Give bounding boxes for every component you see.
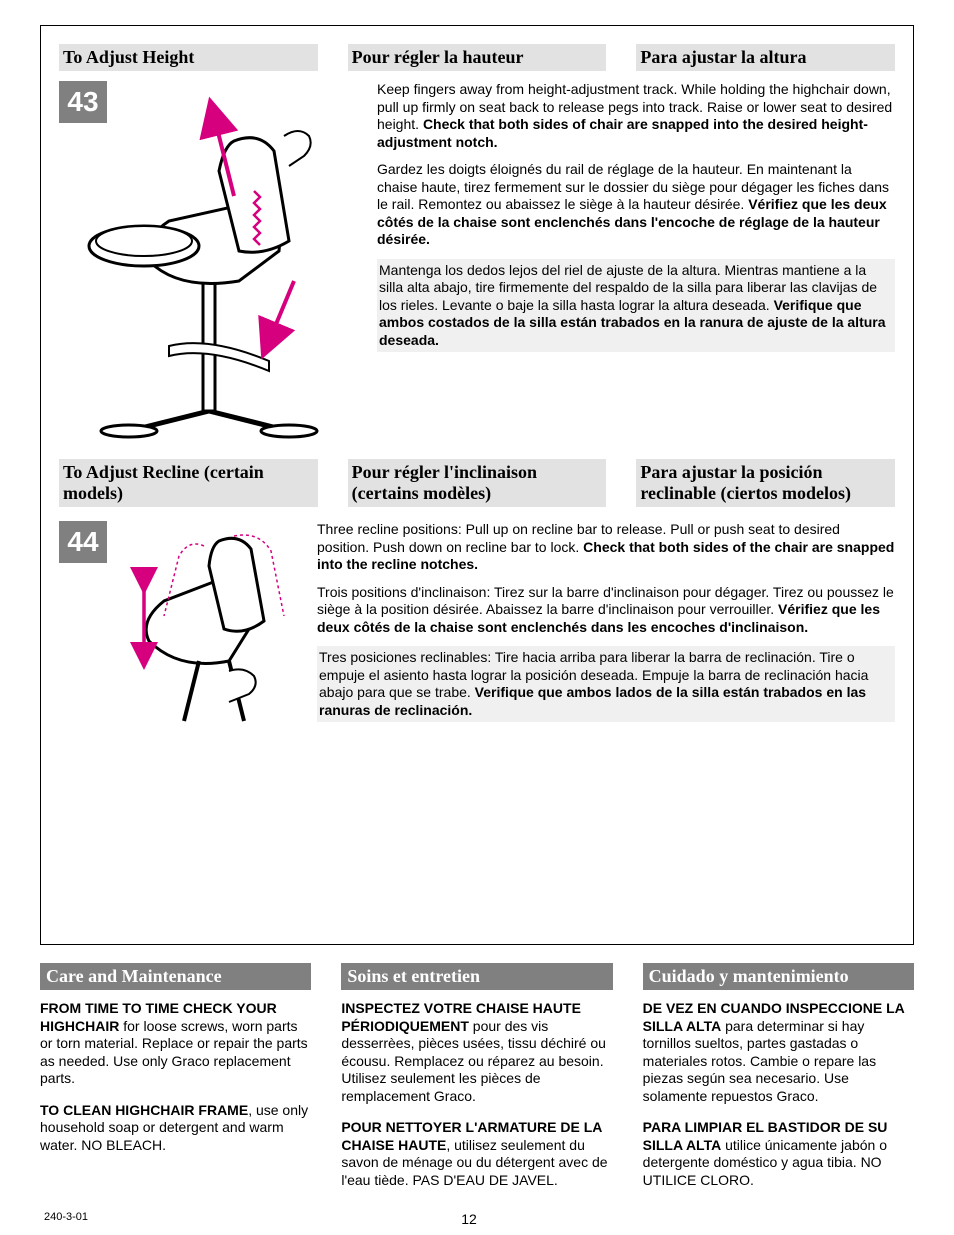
heading-adjust-height-fr: Pour régler la hauteur (348, 44, 607, 71)
care-fr-p1: INSPECTEZ VOTRE CHAISE HAUTE PÉRIODIQUEM… (341, 1000, 612, 1105)
section43-para-en: Keep fingers away from height-adjustment… (377, 81, 895, 151)
section44-text-column: Three recline positions: Pull up on recl… (317, 521, 895, 732)
care-es-p1: DE VEZ EN CUANDO INSPECCIONE LA SILLA AL… (643, 1000, 914, 1105)
care-col-en: Care and Maintenance FROM TIME TO TIME C… (40, 963, 311, 1203)
figure44-column: 44 (59, 521, 299, 732)
heading-adjust-height-en: To Adjust Height (59, 44, 318, 71)
footer-spacer (850, 1211, 910, 1227)
section44-body: 44 (59, 521, 895, 732)
care-en-p1: FROM TIME TO TIME CHECK YOUR HIGHCHAIR f… (40, 1000, 311, 1088)
care-head-es: Cuidado y mantenimiento (643, 963, 914, 990)
figure43-illustration (59, 81, 359, 441)
step-badge-44: 44 (59, 521, 107, 563)
care-col-fr: Soins et entretien INSPECTEZ VOTRE CHAIS… (341, 963, 612, 1203)
doc-code: 240-3-01 (44, 1211, 88, 1227)
section44-heading-row: To Adjust Recline (certain models) Pour … (59, 459, 895, 507)
section43-para-es: Mantenga los dedos lejos del riel de aju… (377, 259, 895, 353)
step-badge-43: 43 (59, 81, 107, 123)
care-en-p2-bold: TO CLEAN HIGHCHAIR FRAME (40, 1102, 248, 1118)
figure44-illustration (89, 521, 309, 731)
section44-para-en: Three recline positions: Pull up on recl… (317, 521, 895, 574)
care-en-p2: TO CLEAN HIGHCHAIR FRAME, use only house… (40, 1102, 311, 1155)
care-fr-p2: POUR NETTOYER L'ARMATURE DE LA CHAISE HA… (341, 1119, 612, 1189)
care-head-fr: Soins et entretien (341, 963, 612, 990)
page-number: 12 (461, 1211, 477, 1227)
care-head-en: Care and Maintenance (40, 963, 311, 990)
highchair-recline-svg (89, 521, 309, 731)
figure43-column: 43 (59, 81, 359, 441)
highchair-height-svg (59, 81, 359, 441)
section44-para-es: Tres posiciones reclinables: Tire hacia … (317, 646, 895, 722)
heading-adjust-height-es: Para ajustar la altura (636, 44, 895, 71)
heading-adjust-recline-fr: Pour régler l'inclinaison (certains modè… (348, 459, 607, 507)
section43-en-bold: Check that both sides of chair are snapp… (377, 116, 868, 150)
section43-body: 43 (59, 81, 895, 441)
care-maintenance-row: Care and Maintenance FROM TIME TO TIME C… (40, 963, 914, 1203)
section44-para-fr: Trois positions d'inclinaison: Tirez sur… (317, 584, 895, 637)
heading-adjust-recline-en: To Adjust Recline (certain models) (59, 459, 318, 507)
care-col-es: Cuidado y mantenimiento DE VEZ EN CUANDO… (643, 963, 914, 1203)
page-frame: To Adjust Height Pour régler la hauteur … (40, 25, 914, 945)
care-es-p2: PARA LIMPIAR EL BASTIDOR DE SU SILLA ALT… (643, 1119, 914, 1189)
section43-text-column: Keep fingers away from height-adjustment… (377, 81, 895, 441)
page-footer: 240-3-01 12 (40, 1211, 914, 1227)
section43-para-fr: Gardez les doigts éloignés du rail de ré… (377, 161, 895, 249)
section43-heading-row: To Adjust Height Pour régler la hauteur … (59, 44, 895, 71)
heading-adjust-recline-es: Para ajustar la posición reclinable (cie… (636, 459, 895, 507)
